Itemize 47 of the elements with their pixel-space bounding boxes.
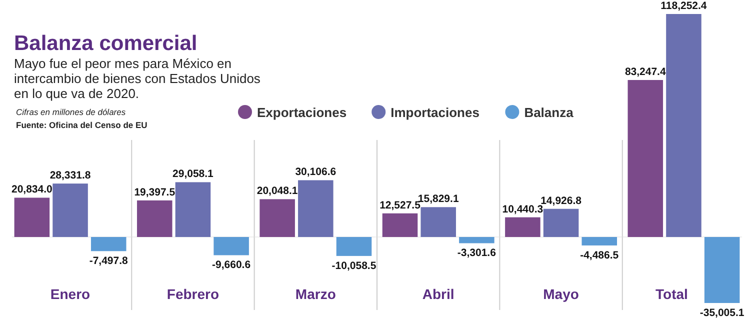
data-label: 29,058.1 <box>172 168 214 180</box>
bar <box>704 236 740 303</box>
bar <box>628 80 664 237</box>
bar <box>336 236 372 256</box>
bar <box>505 217 540 237</box>
bar <box>582 236 618 246</box>
data-label: 118,252.4 <box>660 0 707 12</box>
bar <box>14 198 50 237</box>
bar <box>260 199 295 237</box>
annotation: Cifras en millones de dólares <box>16 107 126 117</box>
data-label: -9,660.6 <box>212 259 251 272</box>
text: Balanza comercial <box>14 32 198 55</box>
data-label: 10,440.3 <box>502 203 544 216</box>
data-label: 28,331.8 <box>50 170 91 182</box>
data-label: 30,106.6 <box>295 166 336 178</box>
bar <box>298 180 334 237</box>
bar <box>52 184 88 237</box>
x-tick-label: Marzo <box>295 286 336 302</box>
bar <box>666 14 702 237</box>
data-label: -4,486.5 <box>580 249 619 262</box>
x-tick-label: Total <box>656 286 688 302</box>
legend-label: Importaciones <box>390 105 480 120</box>
data-label: -3,301.6 <box>457 247 496 260</box>
text: Mayo fue el peor mes para México en intercambio de bienes con Estados Unidos en lo que va de 2020. <box>14 56 261 101</box>
data-label: 20,048.1 <box>256 185 298 198</box>
data-label: 14,926.8 <box>540 194 582 207</box>
annotation: Fuente: Oficina del Censo de EU <box>16 120 148 130</box>
data-label: -10,058.5 <box>332 260 376 272</box>
bar <box>420 207 456 237</box>
data-label: 19,397.5 <box>134 186 176 198</box>
bar <box>459 236 494 244</box>
data-label: -35,005.1 <box>700 307 744 319</box>
data-label: -7,497.8 <box>89 255 128 268</box>
legend-label: Balanza <box>524 105 574 120</box>
x-tick-label: Mayo <box>543 286 579 302</box>
x-tick-label: Abril <box>422 286 454 302</box>
legend-label: Exportaciones <box>257 105 347 120</box>
bar <box>214 236 249 256</box>
bar <box>543 208 579 237</box>
x-tick-label: Enero <box>50 286 90 302</box>
bar <box>136 200 172 237</box>
data-label: 83,247.4 <box>624 66 666 78</box>
data-label: 20,834.0 <box>12 184 53 196</box>
bar <box>382 213 418 237</box>
bar <box>90 236 126 252</box>
bar <box>175 182 211 237</box>
x-tick-label: Febrero <box>166 286 220 302</box>
